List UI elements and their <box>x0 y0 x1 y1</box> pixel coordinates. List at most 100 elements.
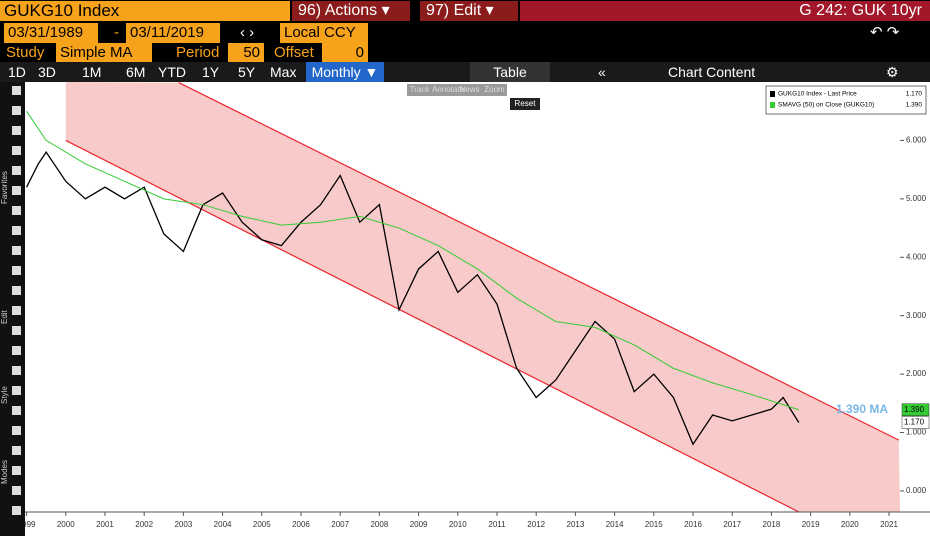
tool-icon[interactable] <box>12 166 21 175</box>
menu-item[interactable]: Zoom <box>484 85 505 94</box>
settings[interactable]: ⚙ <box>886 64 899 80</box>
x-tick-label: 2014 <box>606 520 624 529</box>
x-tick-label: 2000 <box>57 520 75 529</box>
period-button[interactable]: 3D <box>38 64 56 80</box>
menu-item[interactable]: News <box>459 85 480 94</box>
tool-icon[interactable] <box>12 326 21 335</box>
chart: 0.000 1.000 2.000 3.000 4.000 5.000 6.000 1999 2… <box>25 82 930 536</box>
tool-icon[interactable] <box>12 246 21 255</box>
x-tick-label: 2001 <box>96 520 114 529</box>
tool-icon[interactable] <box>12 86 21 95</box>
y-tick-label: 2.000 <box>906 369 927 378</box>
legend-value: 1.170 <box>906 91 923 98</box>
actions-label: 96) Actions <box>298 2 378 19</box>
tool-icon[interactable] <box>12 386 21 395</box>
period-button[interactable]: 1Y <box>202 64 220 80</box>
x-tick-label: 2016 <box>684 520 702 529</box>
offset-label: Offset <box>274 44 314 61</box>
x-tick-label: 2002 <box>135 520 153 529</box>
period[interactable]: 50 <box>228 43 264 63</box>
bottom-axis <box>25 512 930 536</box>
tool-icon[interactable] <box>12 186 21 195</box>
last-value-tag <box>901 416 930 429</box>
tool-icon[interactable] <box>12 286 21 295</box>
tool-icon[interactable] <box>12 426 21 435</box>
y-tick-label: 1.000 <box>906 428 927 437</box>
offset[interactable]: 0 <box>322 43 368 63</box>
edit-menu[interactable]: 97) Edit ▾ <box>420 1 518 21</box>
tool-icon[interactable] <box>12 266 21 275</box>
sidebar-section: Edit <box>0 310 9 324</box>
period-button[interactable]: 1D <box>8 64 26 80</box>
legend-swatch <box>770 91 775 97</box>
tool-icon[interactable] <box>12 446 21 455</box>
period-button[interactable]: 5Y <box>238 64 256 80</box>
tool-icon[interactable] <box>12 406 21 415</box>
tool-icon[interactable] <box>12 226 21 235</box>
tool-icon[interactable] <box>12 106 21 115</box>
x-tick-label: 2010 <box>449 520 467 529</box>
legend <box>765 85 927 115</box>
tool-icon[interactable] <box>12 506 21 515</box>
undo-redo[interactable]: ↶ ↷ <box>870 24 900 41</box>
tool-icon[interactable] <box>12 466 21 475</box>
tool-icon[interactable] <box>12 126 21 135</box>
range-row: 03/31/1989 - 03/11/2019 ‹ › Local CCY ↶ … <box>0 22 930 43</box>
last-value-label: 1.170 <box>904 418 925 427</box>
start-date[interactable]: 03/31/1989 <box>4 23 98 43</box>
x-tick-label: 2003 <box>174 520 192 529</box>
x-tick-label: 2009 <box>410 520 428 529</box>
tool-icon[interactable] <box>12 146 21 155</box>
x-tick-label: 2020 <box>841 520 859 529</box>
period-button[interactable]: Max <box>270 64 297 80</box>
x-tick-label: 2017 <box>723 520 741 529</box>
legend-name: SMAVG (50) on Close (GUKG10) <box>778 102 874 109</box>
tool-icon[interactable] <box>12 206 21 215</box>
chart-content[interactable]: Chart Content <box>668 64 756 80</box>
annotation: 1.390 MA <box>836 402 888 416</box>
sidebar-section: Modes <box>0 459 9 484</box>
period-button[interactable]: YTD <box>158 64 186 80</box>
actions-menu[interactable]: 96) Actions ▾ <box>292 1 410 21</box>
x-tick-label: 2019 <box>802 520 820 529</box>
chart-menu: Track AnnotateNews Zoom <box>407 84 507 96</box>
table-button[interactable]: Table <box>470 62 550 82</box>
header-bar: GUKG10 Index 96) Actions ▾ 97) Edit ▾ G … <box>0 0 930 22</box>
currency[interactable]: Local CCY <box>280 23 368 43</box>
x-tick-label: 2013 <box>567 520 585 529</box>
x-tick-label: 1999 <box>25 520 36 529</box>
channel-line <box>178 82 900 441</box>
x-tick-label: 2007 <box>331 520 349 529</box>
dash: - <box>114 24 119 41</box>
y-tick-label: 4.000 <box>906 252 927 261</box>
study-label: Study <box>6 44 45 61</box>
right-axis <box>900 82 930 512</box>
collapse[interactable]: « <box>598 64 606 80</box>
x-tick-label: 2021 <box>880 520 898 529</box>
last-value-tag <box>901 403 930 417</box>
tool-icon[interactable] <box>12 366 21 375</box>
x-tick-label: 2012 <box>527 520 545 529</box>
end-date[interactable]: 03/11/2019 <box>126 23 220 43</box>
tool-icon[interactable] <box>12 306 21 315</box>
menu-item[interactable]: Track <box>409 85 430 94</box>
tool-icon[interactable] <box>12 486 21 495</box>
x-tick-label: 2018 <box>763 520 781 529</box>
reset-button[interactable]: Reset <box>510 98 540 110</box>
legend-name: GUKG10 Index - Last Price <box>778 91 857 98</box>
channel-fill <box>65 82 900 512</box>
period-button[interactable]: 6M <box>126 64 146 80</box>
menu-item[interactable]: Annotate <box>432 85 465 94</box>
period-button[interactable]: 1M <box>82 64 102 80</box>
sidebar: Favorites Edit Style Modes <box>0 82 25 536</box>
tool-icon[interactable] <box>12 346 21 355</box>
study-type[interactable]: Simple MA <box>56 43 152 63</box>
x-tick-label: 2008 <box>370 520 388 529</box>
y-tick-label: 0.000 <box>906 486 927 495</box>
nav-buttons[interactable]: ‹ › <box>240 24 255 41</box>
security[interactable]: GUKG10 Index <box>0 1 290 21</box>
last-value-label: 1.390 <box>904 405 925 414</box>
function-title: G 242: GUK 10yr <box>520 1 930 21</box>
frequency[interactable]: Monthly ▼ <box>306 62 384 82</box>
